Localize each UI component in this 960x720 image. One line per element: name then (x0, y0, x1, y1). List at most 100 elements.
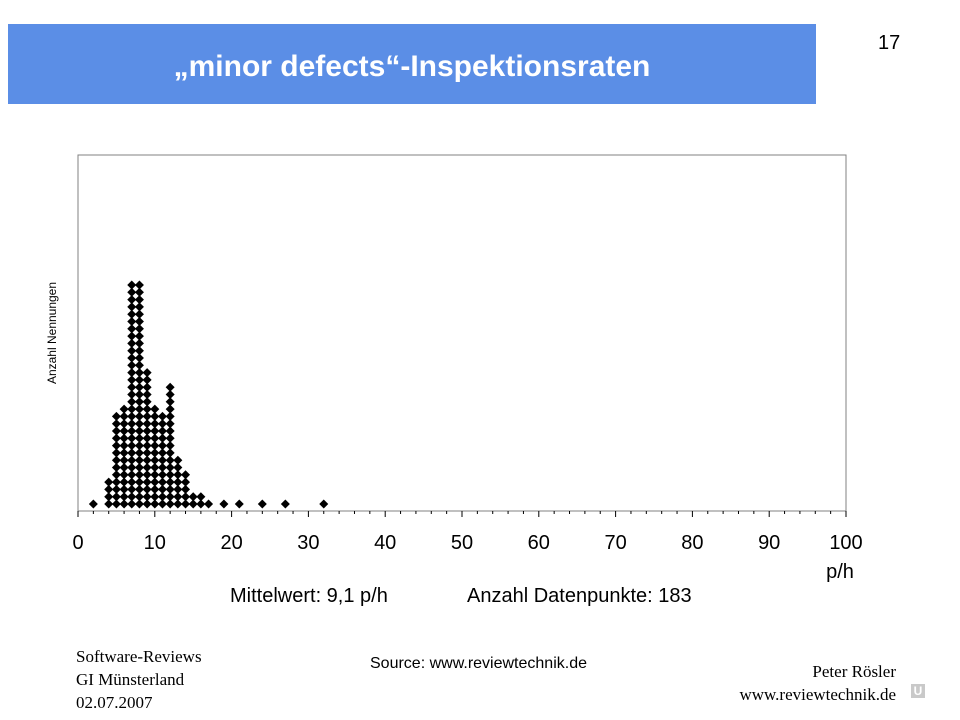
data-point (127, 302, 137, 312)
data-point (134, 390, 144, 399)
data-point (119, 463, 129, 472)
data-point (181, 477, 191, 487)
data-point (157, 463, 167, 472)
x-tick-label: 100 (829, 532, 862, 554)
x-tick-label: 90 (758, 532, 780, 554)
data-point (150, 470, 160, 480)
data-point (234, 499, 244, 509)
x-tick-label: 50 (451, 532, 473, 554)
data-point (319, 499, 329, 509)
data-point (165, 499, 175, 509)
data-point (150, 455, 160, 465)
data-point (134, 324, 144, 334)
data-point (127, 492, 137, 502)
data-point (150, 404, 160, 414)
data-point (181, 492, 191, 502)
data-point (142, 441, 152, 451)
data-point (165, 463, 175, 472)
data-point (142, 477, 152, 487)
x-tick-label: 70 (604, 532, 626, 554)
data-point (150, 448, 160, 458)
data-point (104, 499, 114, 509)
data-point (127, 287, 137, 297)
data-point (142, 433, 152, 443)
data-point (127, 470, 137, 480)
data-point (157, 441, 167, 451)
data-point (150, 441, 160, 451)
data-point (127, 375, 137, 385)
data-point (127, 426, 137, 436)
data-point (173, 455, 183, 465)
data-point (119, 419, 129, 429)
footer-left: Software-Reviews GI Münsterland 02.07.20… (76, 645, 202, 714)
data-point (165, 397, 175, 407)
x-axis-label: p/h (826, 561, 854, 583)
data-point (111, 477, 121, 487)
data-point (142, 463, 152, 472)
data-point (150, 492, 160, 502)
data-point (104, 484, 114, 494)
data-point (111, 448, 121, 458)
plot-area-frame (77, 154, 847, 512)
x-tick-label: 0 (72, 532, 83, 554)
data-point (127, 382, 137, 392)
data-point (134, 477, 144, 487)
data-point (196, 492, 206, 502)
data-point (181, 499, 191, 509)
data-point (134, 375, 144, 385)
data-point (142, 397, 152, 407)
data-point (127, 324, 137, 334)
data-point (188, 492, 198, 502)
data-point (111, 426, 121, 436)
data-point (165, 390, 175, 399)
data-point (150, 426, 160, 436)
data-point (157, 419, 167, 429)
logo-icon: U (911, 684, 925, 698)
data-point (157, 448, 167, 458)
data-point (173, 477, 183, 487)
data-point (127, 295, 137, 305)
data-point (111, 492, 121, 502)
data-point (134, 346, 144, 356)
data-point (134, 419, 144, 429)
data-point (119, 470, 129, 480)
data-point (134, 353, 144, 363)
data-point (142, 368, 152, 378)
data-point (134, 331, 144, 341)
data-point (142, 411, 152, 421)
data-point (165, 492, 175, 502)
data-point (127, 309, 137, 319)
x-tick-label: 20 (220, 532, 242, 554)
data-point (127, 419, 137, 429)
data-point (127, 368, 137, 378)
data-point (142, 375, 152, 385)
data-point (142, 390, 152, 399)
data-point (127, 397, 137, 407)
data-point (111, 433, 121, 443)
data-point (165, 455, 175, 465)
data-point (165, 477, 175, 487)
data-point (127, 463, 137, 472)
data-point (127, 353, 137, 363)
data-point (127, 338, 137, 348)
x-axis: 0 10 20 30 40 50 60 70 80 90 100 (72, 511, 863, 554)
data-point (165, 411, 175, 421)
data-point (142, 484, 152, 494)
data-point (127, 499, 137, 509)
data-point (188, 499, 198, 509)
data-point (127, 411, 137, 421)
data-point (142, 404, 152, 414)
data-point (157, 492, 167, 502)
data-point (104, 477, 114, 487)
data-point (219, 499, 229, 509)
data-point (134, 433, 144, 443)
data-point (173, 484, 183, 494)
data-point (150, 477, 160, 487)
data-point (142, 492, 152, 502)
data-point (157, 470, 167, 480)
data-point (119, 404, 129, 414)
data-point (119, 448, 129, 458)
data-point (119, 433, 129, 443)
data-point (134, 280, 144, 290)
data-point (165, 441, 175, 451)
